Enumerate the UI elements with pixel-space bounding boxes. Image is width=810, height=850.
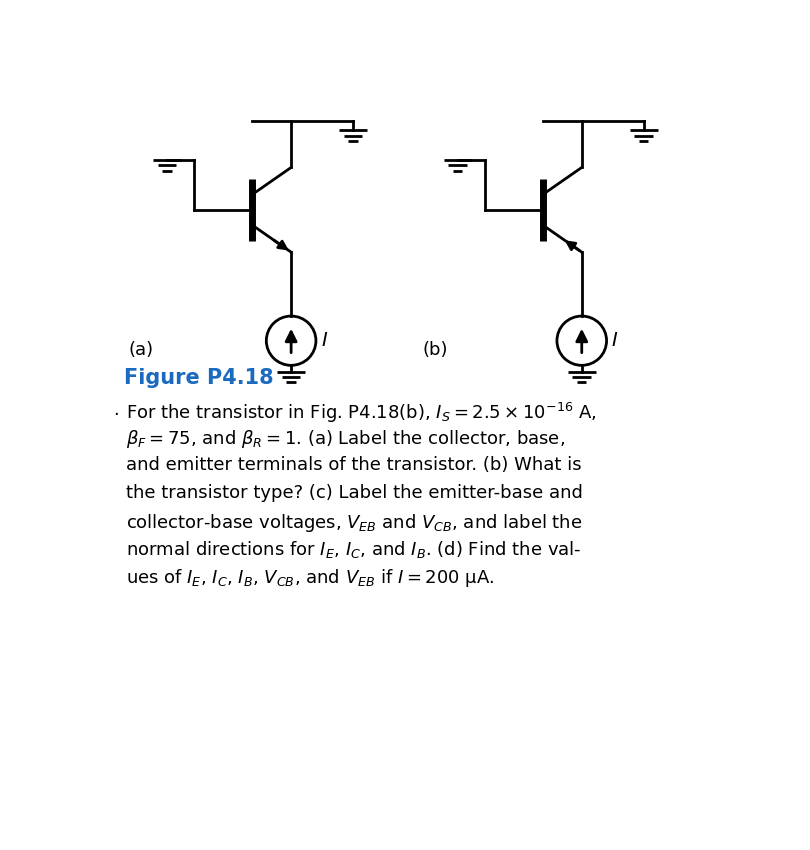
Text: (b): (b) (423, 341, 449, 359)
Text: collector-base voltages, $V_{EB}$ and $V_{CB}$, and label the: collector-base voltages, $V_{EB}$ and $V… (126, 512, 582, 534)
Text: $\beta_F = 75$, and $\beta_R = 1$. (a) Label the collector, base,: $\beta_F = 75$, and $\beta_R = 1$. (a) L… (126, 428, 565, 450)
Text: the transistor type? (c) Label the emitter-base and: the transistor type? (c) Label the emitt… (126, 484, 583, 502)
Text: .: . (113, 400, 118, 419)
Text: normal directions for $I_E$, $I_C$, and $I_B$. (d) Find the val-: normal directions for $I_E$, $I_C$, and … (126, 540, 582, 560)
Text: $I$: $I$ (321, 332, 328, 350)
Text: and emitter terminals of the transistor. (b) What is: and emitter terminals of the transistor.… (126, 456, 582, 474)
Text: $I$: $I$ (612, 332, 618, 350)
Text: For the transistor in Fig. P4.18(b), $I_S = 2.5 \times 10^{-16}$ A,: For the transistor in Fig. P4.18(b), $I_… (126, 400, 597, 425)
Text: Figure P4.18: Figure P4.18 (125, 368, 274, 388)
Text: (a): (a) (128, 341, 154, 359)
Text: ues of $I_E$, $I_C$, $I_B$, $V_{CB}$, and $V_{EB}$ if $I = 200$ μA.: ues of $I_E$, $I_C$, $I_B$, $V_{CB}$, an… (126, 567, 494, 589)
